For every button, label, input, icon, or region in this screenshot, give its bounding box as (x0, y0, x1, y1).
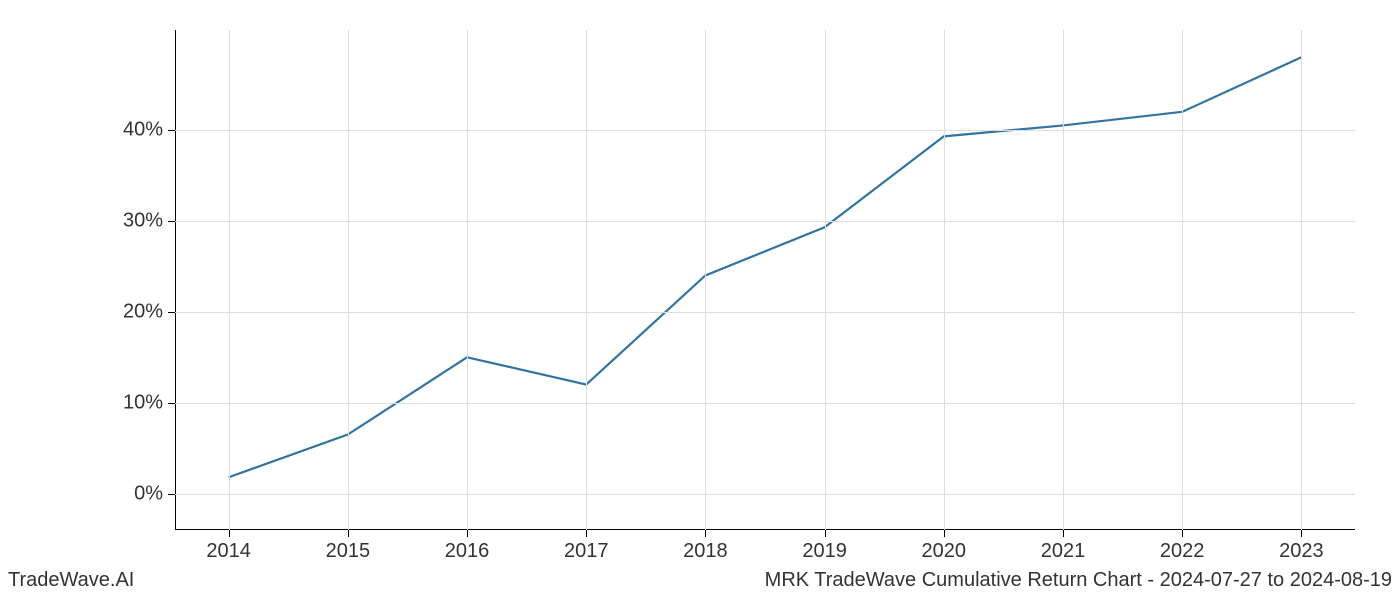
x-tick-mark (705, 530, 706, 537)
x-tick-mark (1301, 530, 1302, 537)
x-tick-mark (348, 530, 349, 537)
x-tick-mark (586, 530, 587, 537)
line-series-svg (175, 30, 1355, 530)
x-tick-mark (1182, 530, 1183, 537)
grid-line-vertical (348, 30, 349, 530)
grid-line-vertical (1301, 30, 1302, 530)
y-tick-mark (168, 494, 175, 495)
grid-line-horizontal (175, 130, 1355, 131)
grid-line-vertical (1063, 30, 1064, 530)
x-tick-label: 2020 (922, 540, 967, 563)
x-tick-label: 2014 (206, 540, 251, 563)
x-tick-label: 2017 (564, 540, 609, 563)
x-tick-label: 2019 (802, 540, 847, 563)
y-tick-label: 10% (123, 391, 163, 414)
grid-line-horizontal (175, 221, 1355, 222)
grid-line-horizontal (175, 494, 1355, 495)
grid-line-vertical (825, 30, 826, 530)
x-tick-mark (1063, 530, 1064, 537)
grid-line-horizontal (175, 312, 1355, 313)
x-tick-label: 2022 (1160, 540, 1205, 563)
x-tick-label: 2018 (683, 540, 728, 563)
x-tick-mark (944, 530, 945, 537)
y-tick-label: 40% (123, 119, 163, 142)
grid-line-vertical (944, 30, 945, 530)
footer-right-label: MRK TradeWave Cumulative Return Chart - … (765, 569, 1392, 592)
y-tick-label: 0% (134, 482, 163, 505)
grid-line-vertical (229, 30, 230, 530)
x-tick-label: 2023 (1279, 540, 1324, 563)
y-tick-mark (168, 221, 175, 222)
x-tick-mark (229, 530, 230, 537)
x-tick-mark (825, 530, 826, 537)
y-tick-mark (168, 312, 175, 313)
chart-plot-area (175, 30, 1355, 530)
y-tick-label: 20% (123, 300, 163, 323)
y-tick-mark (168, 130, 175, 131)
x-tick-label: 2021 (1041, 540, 1086, 563)
x-tick-mark (467, 530, 468, 537)
x-tick-label: 2015 (326, 540, 371, 563)
y-tick-mark (168, 403, 175, 404)
grid-line-vertical (1182, 30, 1183, 530)
grid-line-horizontal (175, 403, 1355, 404)
grid-line-vertical (705, 30, 706, 530)
grid-line-vertical (467, 30, 468, 530)
y-tick-label: 30% (123, 209, 163, 232)
footer-left-label: TradeWave.AI (8, 569, 134, 592)
x-tick-label: 2016 (445, 540, 490, 563)
grid-line-vertical (586, 30, 587, 530)
